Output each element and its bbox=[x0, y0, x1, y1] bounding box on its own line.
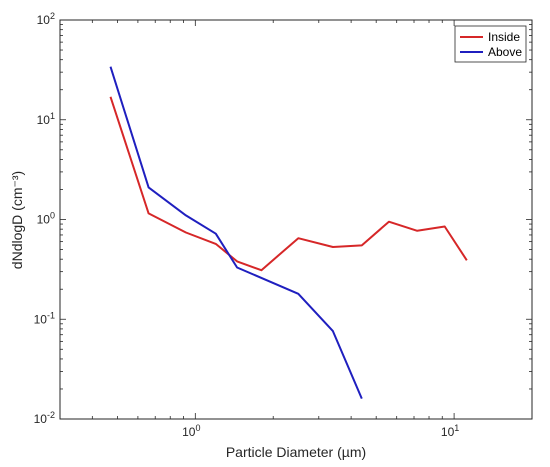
plot-area bbox=[59, 19, 533, 420]
x-axis-title: Particle Diameter (µm) bbox=[226, 444, 366, 460]
y-tick-label: 10-1 bbox=[34, 310, 55, 326]
x-tick-label: 101 bbox=[441, 423, 459, 439]
y-tick-label: 100 bbox=[37, 211, 55, 227]
series-lines bbox=[109, 66, 468, 399]
y-tick-label: 102 bbox=[37, 11, 55, 27]
y-tick-label: 10-2 bbox=[34, 410, 55, 426]
x-tick-label: 100 bbox=[182, 423, 200, 439]
series-line-inside bbox=[109, 96, 468, 272]
legend-box bbox=[454, 25, 527, 63]
y-tick-label: 101 bbox=[37, 111, 55, 127]
y-axis-title: dNdlogD (cm⁻³) bbox=[9, 171, 25, 269]
legend-label-above: Above bbox=[488, 45, 522, 59]
legend: Inside Above bbox=[454, 25, 527, 63]
series-line-above bbox=[109, 66, 363, 399]
legend-label-inside: Inside bbox=[488, 30, 520, 44]
axis-ticks: 100 101 10-2 10-1 100 101 102 bbox=[34, 11, 533, 439]
